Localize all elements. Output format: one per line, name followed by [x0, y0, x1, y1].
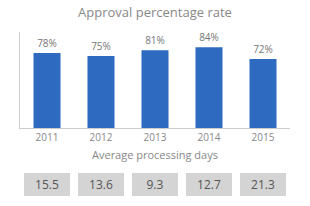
svg-text:75%: 75%: [91, 39, 111, 53]
svg-text:2015: 2015: [252, 130, 275, 144]
svg-text:Average processing days: Average processing days: [92, 147, 218, 162]
svg-text:15.5: 15.5: [35, 176, 59, 193]
svg-text:2012: 2012: [90, 130, 113, 144]
svg-text:72%: 72%: [253, 42, 273, 56]
svg-text:2011: 2011: [36, 130, 59, 144]
svg-text:84%: 84%: [199, 30, 219, 44]
svg-text:9.3: 9.3: [146, 176, 163, 193]
svg-text:12.7: 12.7: [197, 176, 221, 193]
svg-text:13.6: 13.6: [89, 176, 113, 193]
svg-text:81%: 81%: [145, 33, 165, 47]
svg-text:Approval percentage rate: Approval percentage rate: [78, 3, 232, 21]
svg-text:2014: 2014: [198, 130, 221, 144]
svg-text:2013: 2013: [144, 130, 167, 144]
svg-text:78%: 78%: [37, 36, 57, 50]
svg-text:21.3: 21.3: [251, 176, 275, 193]
